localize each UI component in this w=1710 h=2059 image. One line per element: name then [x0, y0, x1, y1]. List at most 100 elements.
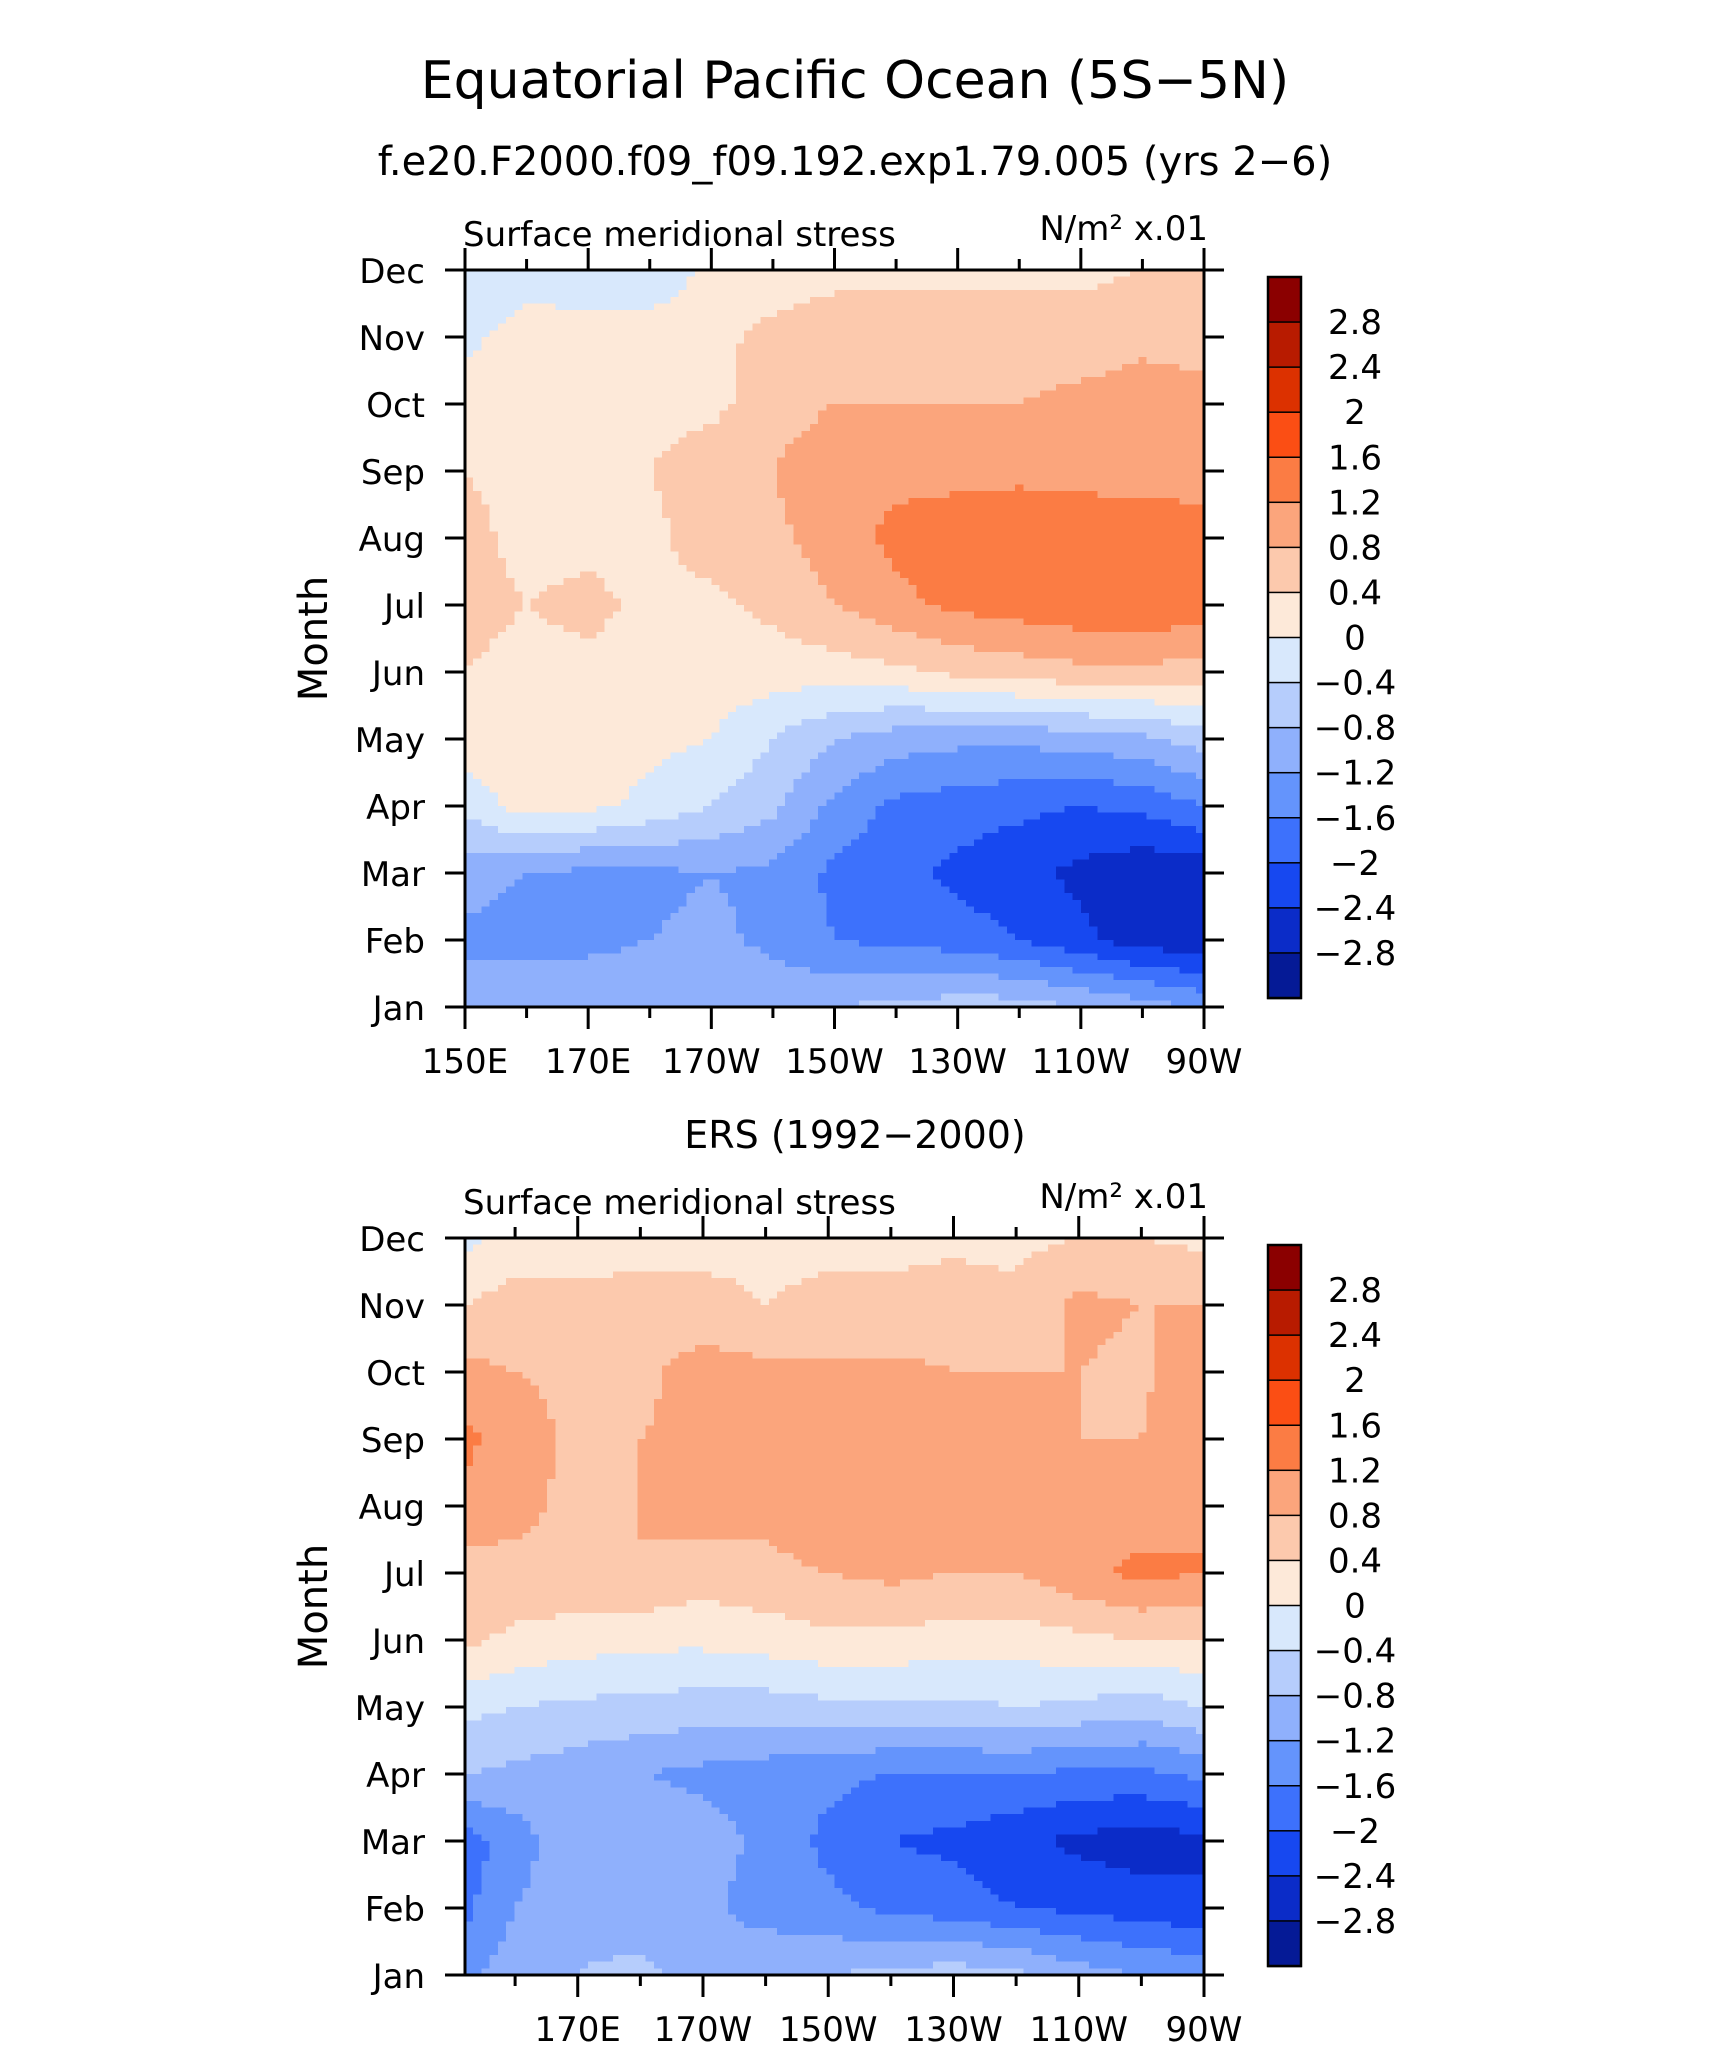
- contour-cell: [678, 638, 688, 646]
- contour-cell: [465, 444, 474, 452]
- contour-cell: [637, 471, 647, 479]
- contour-cell: [933, 444, 942, 452]
- contour-cell: [727, 471, 737, 479]
- contour-cell: [933, 397, 942, 405]
- contour-cell: [530, 330, 540, 338]
- contour-cell: [1047, 316, 1057, 325]
- contour-cell: [1146, 404, 1156, 412]
- contour-cell: [538, 450, 548, 459]
- contour-cell: [497, 437, 507, 445]
- contour-cell: [1179, 343, 1189, 351]
- contour-cell: [1080, 424, 1090, 432]
- contour-cell: [982, 591, 992, 599]
- contour-cell: [506, 430, 515, 439]
- contour-cell: [1023, 444, 1033, 452]
- contour-cell: [612, 276, 622, 284]
- contour-cell: [850, 464, 860, 472]
- contour-cell: [916, 370, 926, 378]
- contour-cell: [719, 310, 729, 318]
- contour-cell: [711, 591, 721, 599]
- contour-cell: [1023, 370, 1033, 378]
- contour-cell: [1080, 363, 1090, 372]
- contour-cell: [1097, 484, 1107, 492]
- contour-cell: [538, 437, 548, 445]
- contour-cell: [875, 578, 885, 586]
- contour-cell: [604, 631, 614, 640]
- contour-cell: [1039, 571, 1049, 579]
- contour-cell: [1146, 477, 1156, 485]
- contour-cell: [538, 377, 548, 385]
- contour-cell: [768, 323, 778, 331]
- contour-cell: [727, 283, 737, 291]
- contour-cell: [621, 578, 630, 586]
- contour-cell: [1015, 337, 1024, 345]
- contour-cell: [850, 430, 860, 439]
- contour-cell: [1039, 290, 1049, 298]
- contour-cell: [760, 605, 770, 613]
- contour-cell: [596, 377, 606, 385]
- contour-cell: [842, 290, 852, 298]
- contour-cell: [1154, 397, 1164, 405]
- contour-cell: [998, 390, 1008, 398]
- contour-cell: [883, 283, 893, 291]
- contour-cell: [1039, 578, 1049, 586]
- contour-cell: [1130, 517, 1139, 526]
- contour-cell: [760, 611, 770, 619]
- contour-cell: [1113, 598, 1123, 606]
- contour-cell: [694, 544, 704, 552]
- contour-cell: [752, 564, 762, 573]
- contour-cell: [777, 464, 786, 472]
- contour-cell: [1031, 430, 1041, 439]
- contour-cell: [465, 611, 474, 619]
- contour-cell: [604, 310, 614, 318]
- contour-cell: [1146, 564, 1156, 573]
- contour-cell: [818, 296, 827, 305]
- contour-cell: [834, 591, 844, 599]
- contour-cell: [998, 350, 1008, 358]
- contour-cell: [1121, 310, 1131, 318]
- contour-cell: [653, 363, 663, 372]
- contour-cell: [662, 270, 671, 278]
- contour-cell: [686, 564, 696, 573]
- contour-cell: [1015, 598, 1024, 606]
- contour-cell: [785, 638, 795, 646]
- contour-cell: [473, 491, 483, 499]
- contour-cell: [998, 444, 1008, 452]
- contour-cell: [949, 337, 959, 345]
- contour-cell: [522, 531, 532, 539]
- contour-cell: [604, 511, 614, 519]
- contour-cell: [678, 491, 688, 499]
- contour-cell: [1179, 377, 1189, 385]
- contour-cell: [547, 625, 556, 633]
- contour-cell: [1138, 598, 1148, 606]
- contour-cell: [883, 383, 893, 392]
- contour-cell: [727, 397, 737, 405]
- contour-cell: [1089, 370, 1098, 378]
- contour-cell: [670, 631, 680, 640]
- contour-cell: [555, 383, 565, 392]
- contour-cell: [900, 363, 909, 372]
- contour-cell: [875, 598, 885, 606]
- contour-cell: [1023, 491, 1033, 499]
- contour-cell: [859, 343, 868, 351]
- contour-cell: [1031, 310, 1041, 318]
- contour-cell: [1162, 598, 1172, 606]
- contour-cell: [998, 497, 1008, 506]
- contour-cell: [645, 276, 655, 284]
- contour-cell: [785, 558, 795, 566]
- contour-cell: [949, 571, 959, 579]
- contour-cell: [514, 323, 524, 331]
- contour-cell: [957, 363, 967, 372]
- contour-cell: [489, 404, 499, 412]
- contour-cell: [735, 517, 745, 526]
- contour-cell: [777, 584, 786, 593]
- contour-cell: [908, 551, 918, 559]
- contour-cell: [588, 350, 597, 358]
- contour-cell: [514, 551, 524, 559]
- contour-cell: [686, 611, 696, 619]
- contour-cell: [506, 531, 515, 539]
- contour-cell: [760, 444, 770, 452]
- contour-cell: [1031, 611, 1041, 619]
- contour-cell: [826, 631, 836, 640]
- contour-cell: [604, 444, 614, 452]
